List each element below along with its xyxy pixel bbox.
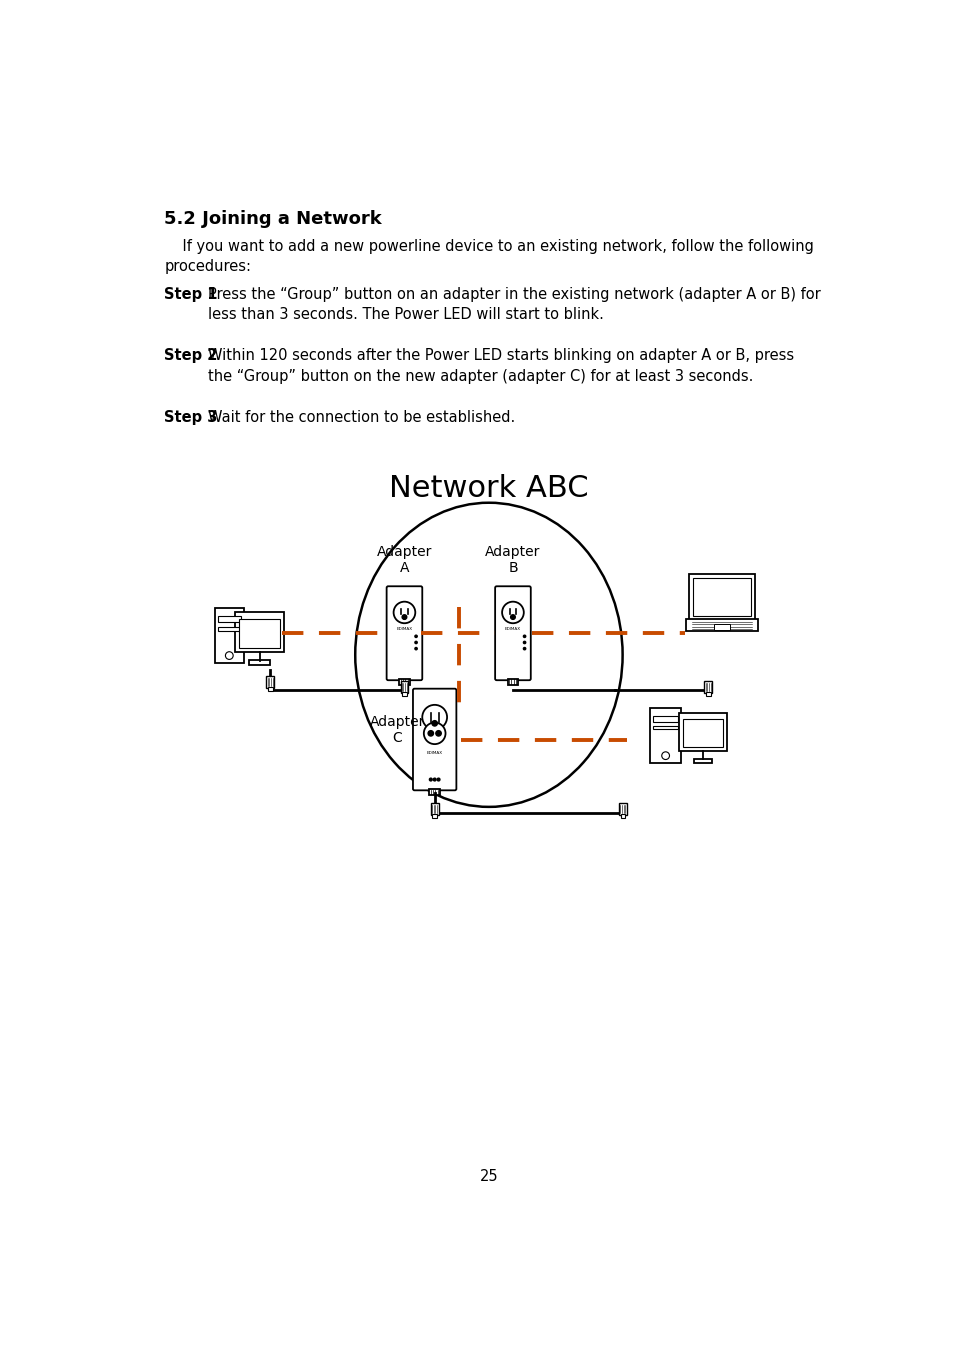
Circle shape (415, 648, 416, 649)
Text: Step 2: Step 2 (164, 348, 217, 363)
Bar (685, 620, 758, 630)
Text: 5.2 Joining a Network: 5.2 Joining a Network (164, 209, 381, 228)
Circle shape (428, 730, 433, 736)
Bar (235, 612, 283, 652)
FancyBboxPatch shape (495, 586, 530, 680)
Bar (239, 618, 279, 648)
Circle shape (402, 614, 406, 620)
Bar (649, 707, 680, 763)
Circle shape (661, 752, 669, 760)
Bar (688, 574, 755, 620)
Bar (266, 676, 274, 688)
Text: Press the “Group” button on an adapter in the existing network (adapter A or B) : Press the “Group” button on an adapter i… (208, 286, 821, 323)
Circle shape (523, 641, 525, 644)
Bar (400, 680, 408, 693)
Circle shape (433, 778, 436, 780)
Bar (217, 628, 241, 630)
Circle shape (436, 778, 439, 780)
FancyBboxPatch shape (413, 688, 456, 790)
Text: If you want to add a new powerline device to an existing network, follow the fol: If you want to add a new powerline devic… (164, 239, 813, 274)
Circle shape (523, 648, 525, 649)
Circle shape (422, 705, 447, 729)
Bar (429, 788, 439, 795)
Text: Adapter
A: Adapter A (376, 544, 432, 575)
Text: Step 1: Step 1 (164, 286, 217, 302)
Circle shape (501, 602, 523, 624)
Circle shape (415, 634, 416, 637)
Bar (682, 720, 722, 747)
Circle shape (423, 722, 445, 744)
Bar (398, 679, 410, 684)
FancyBboxPatch shape (386, 586, 422, 680)
Bar (620, 814, 624, 818)
Bar (703, 680, 711, 693)
Bar (714, 624, 729, 630)
Circle shape (394, 602, 415, 624)
Bar (653, 726, 678, 729)
Text: Step 3: Step 3 (164, 410, 217, 425)
Circle shape (510, 614, 515, 620)
Text: EDIMAX: EDIMAX (426, 752, 442, 756)
Bar (653, 716, 678, 722)
Bar (402, 691, 406, 695)
Circle shape (225, 652, 233, 659)
Bar (268, 687, 273, 691)
Circle shape (415, 641, 416, 644)
Text: Within 120 seconds after the Power LED starts blinking on adapter A or B, press
: Within 120 seconds after the Power LED s… (208, 348, 794, 383)
Text: EDIMAX: EDIMAX (396, 628, 412, 632)
Circle shape (432, 721, 436, 726)
Bar (679, 713, 726, 751)
Text: Network ABC: Network ABC (389, 474, 588, 502)
Text: 25: 25 (479, 1169, 497, 1184)
Bar (214, 608, 244, 663)
Text: Adapter
C: Adapter C (370, 716, 425, 745)
Bar (507, 679, 517, 684)
Circle shape (429, 778, 432, 780)
Bar (693, 578, 750, 617)
Circle shape (523, 634, 525, 637)
Bar (431, 803, 438, 815)
Text: Adapter
B: Adapter B (485, 544, 540, 575)
Circle shape (436, 730, 441, 736)
Bar (249, 660, 270, 664)
Text: EDIMAX: EDIMAX (504, 628, 520, 632)
Text: Wait for the connection to be established.: Wait for the connection to be establishe… (208, 410, 515, 425)
Bar (432, 814, 436, 818)
Bar (705, 691, 710, 695)
Bar (217, 616, 241, 622)
Bar (618, 803, 626, 815)
Bar (693, 759, 711, 763)
